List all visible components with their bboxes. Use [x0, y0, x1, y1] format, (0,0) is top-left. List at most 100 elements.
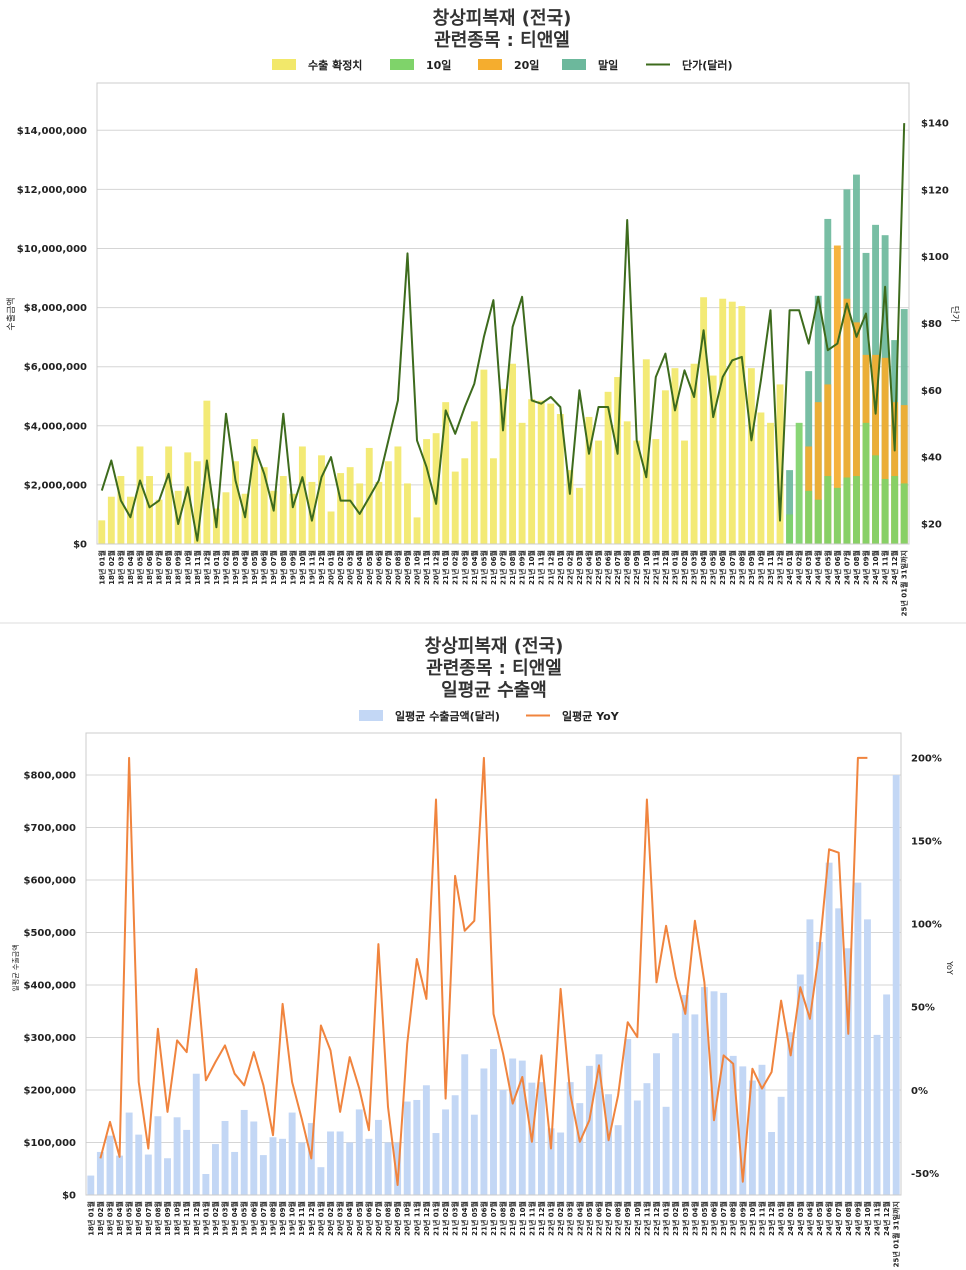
bar-confirmed	[394, 446, 402, 544]
y-tick-label: $200,000	[23, 1086, 76, 1097]
x-tick-label: 23년 01월	[662, 1201, 671, 1236]
legend-swatch-0	[272, 59, 296, 70]
x-tick-label: 22년 07월	[604, 1201, 613, 1236]
x-tick-label: 19년 08월	[268, 1201, 277, 1236]
x-tick-label: 24년 09월	[862, 550, 871, 585]
bar-daily	[653, 1053, 660, 1195]
bar-daily	[748, 1080, 756, 1195]
chart2-title: 창상피복재 (전국)	[425, 636, 564, 657]
bar-20d	[900, 405, 908, 544]
x-tick-label: 22년 09월	[632, 550, 641, 585]
x-tick-label: 18년 07월	[144, 1201, 153, 1236]
x-tick-label: 21년 08월	[508, 550, 517, 585]
chart2-legend: 일평균 수출금액(달러) 일평균 YoY	[359, 709, 620, 723]
x-tick-label: 20년 01월	[327, 550, 336, 585]
x-tick-label: 20년 11월	[422, 550, 431, 585]
x-tick-label: 18년 10월	[183, 550, 192, 585]
bar-confirmed	[289, 493, 297, 544]
x-tick-label: 23년 07월	[719, 1201, 728, 1236]
chart1-y2label: 단가	[949, 306, 960, 323]
bar-daily	[125, 1112, 133, 1195]
bar-confirmed	[279, 476, 287, 544]
x-tick-label: 24년 09월	[853, 1201, 862, 1236]
bar-confirmed	[337, 473, 345, 544]
bar-confirmed	[614, 377, 622, 544]
x-tick-label: 18년 07월	[155, 550, 164, 585]
bar-confirmed	[442, 402, 450, 544]
bar-10d	[786, 514, 794, 544]
bar-confirmed	[461, 458, 469, 544]
x-tick-label: 21년 11월	[537, 550, 546, 585]
x-tick-label: 25년 01월 31일까지	[900, 550, 909, 616]
x-tick-label: 23년 04월	[690, 1201, 699, 1236]
bar-daily	[336, 1131, 344, 1195]
bar-confirmed	[747, 368, 755, 544]
y-tick-label: $6,000,000	[24, 362, 87, 373]
bar-confirmed	[728, 301, 736, 544]
bar-daily	[873, 1034, 881, 1195]
x-tick-label: 19년 08월	[279, 550, 288, 585]
x-tick-label: 23년 05월	[700, 1201, 709, 1236]
bar-confirmed	[509, 363, 516, 544]
x-tick-label: 24년 06월	[833, 550, 842, 585]
x-tick-label: 20년 05월	[355, 1201, 364, 1236]
yoy-line	[99, 756, 868, 1186]
bar-confirmed	[193, 461, 201, 544]
x-tick-label: 19년 04월	[241, 550, 250, 585]
bar-daily	[144, 1154, 152, 1195]
bar-10d	[843, 477, 851, 544]
bar-confirmed	[490, 458, 497, 544]
x-tick-label: 25년 01월 31일까지	[892, 1201, 901, 1267]
bar-confirmed	[681, 440, 688, 544]
x-tick-label: 22년 08월	[623, 550, 632, 585]
bar-confirmed	[690, 363, 698, 544]
bar-daily	[825, 862, 833, 1195]
x-tick-label: 21년 02월	[451, 550, 460, 585]
bar-daily	[279, 1138, 287, 1195]
bar-daily	[662, 1106, 670, 1195]
bar-confirmed	[155, 499, 163, 544]
x-tick-label: 19년 10월	[298, 550, 307, 585]
x-tick-label: 22년 10월	[642, 550, 651, 585]
bar-confirmed	[480, 369, 488, 544]
bar-confirmed	[184, 452, 192, 544]
bar-daily	[221, 1120, 229, 1195]
bar-20d	[814, 402, 822, 544]
bar-daily	[374, 1119, 382, 1195]
chart2-bars	[87, 775, 900, 1195]
bar-daily	[250, 1121, 258, 1195]
x-tick-label: 18년 04월	[126, 550, 135, 585]
bar-confirmed	[652, 439, 660, 544]
x-tick-label: 22년 05월	[585, 1201, 594, 1236]
bar-confirmed	[566, 470, 574, 544]
bar-daily	[240, 1109, 248, 1195]
x-tick-label: 23년 08월	[729, 1201, 738, 1236]
x-tick-label: 23년 03월	[690, 550, 699, 585]
bar-20d	[853, 322, 860, 544]
bar-daily	[365, 1138, 373, 1195]
bar-confirmed	[671, 368, 679, 544]
x-tick-label: 23년 10월	[756, 550, 765, 585]
bar-daily	[231, 1151, 239, 1195]
legend-swatch-3	[562, 59, 586, 70]
x-tick-label: 23년 06월	[710, 1201, 719, 1236]
x-tick-label: 21년 03월	[460, 550, 469, 585]
bar-daily	[403, 1101, 411, 1195]
y2-tick-label: $120	[921, 185, 949, 196]
x-tick-label: 24년 10월	[863, 1201, 872, 1236]
y-tick-label: $700,000	[23, 823, 76, 834]
x-tick-label: 18년 12월	[202, 550, 211, 585]
x-tick-label: 18년 08월	[164, 550, 173, 585]
x-tick-label: 20년 07월	[384, 550, 393, 585]
bar-confirmed	[738, 306, 746, 544]
bar-confirmed	[384, 461, 392, 544]
plot-frame	[96, 82, 910, 545]
bar-daily	[566, 1082, 574, 1195]
bar-daily	[96, 1151, 104, 1195]
bar-daily	[422, 1085, 430, 1195]
bar-daily	[518, 1060, 526, 1195]
bar-confirmed	[642, 359, 650, 544]
bar-confirmed	[661, 390, 669, 544]
bar-daily	[854, 882, 862, 1195]
legend-swatch-2	[478, 59, 502, 70]
